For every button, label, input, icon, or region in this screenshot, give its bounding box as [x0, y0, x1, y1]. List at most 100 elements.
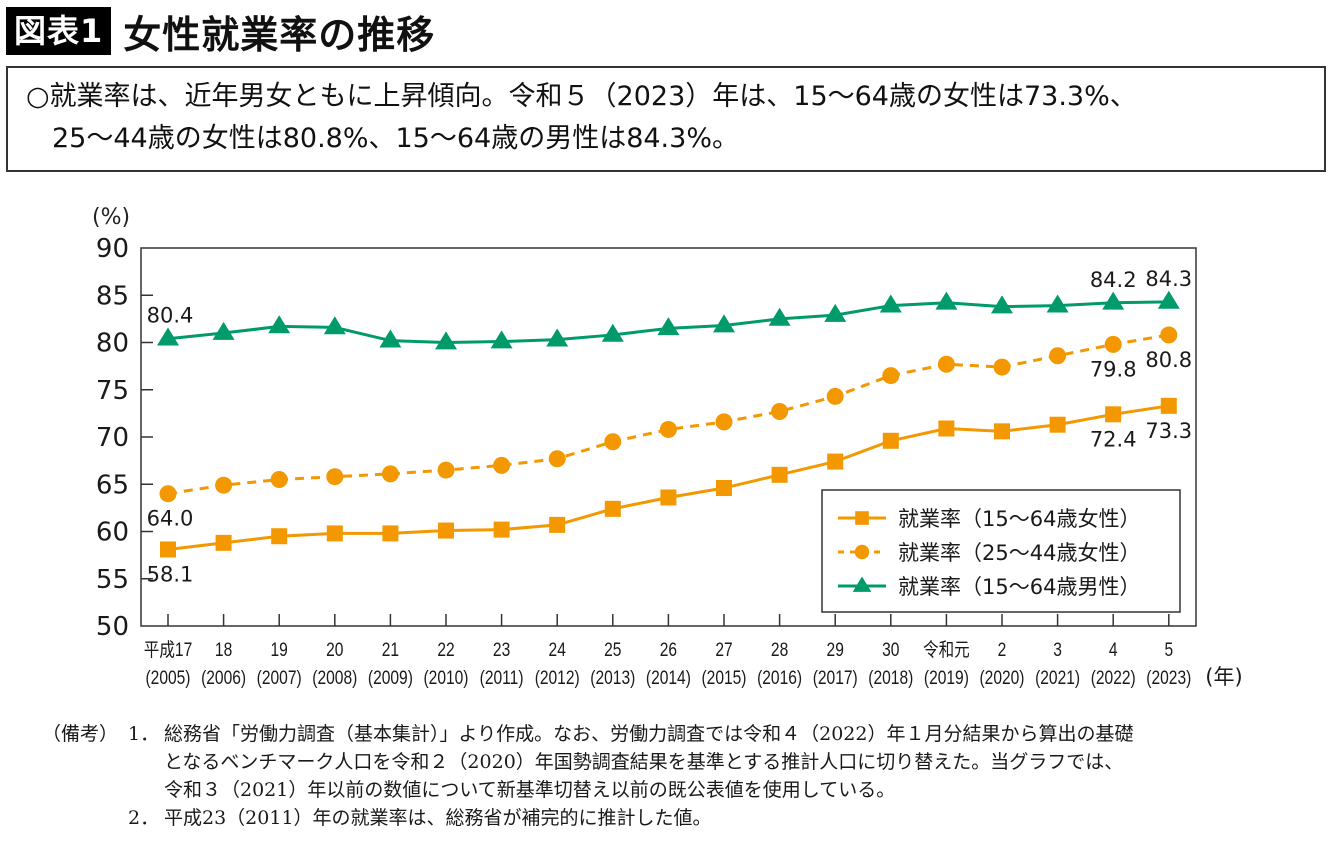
x-tick-label-year: (2006): [201, 667, 246, 689]
x-tick-label-era: 3: [1053, 639, 1062, 661]
x-tick-label-year: (2014): [646, 667, 691, 689]
figure-header: 図表1 女性就業率の推移: [6, 6, 436, 57]
x-tick-label-year: (2010): [423, 667, 468, 689]
note-1-line-2: となるベンチマーク人口を令和２（2020）年国勢調査結果を基準とする推計人口に切…: [164, 751, 1124, 773]
triangle-marker: [991, 295, 1013, 314]
triangle-marker: [1046, 294, 1069, 313]
triangle-marker: [435, 331, 457, 350]
square-marker: [604, 500, 621, 517]
x-tick-label-era: 23: [493, 639, 510, 661]
circle-marker: [1160, 326, 1178, 344]
triangle-marker: [212, 321, 235, 340]
summary-box: ○就業率は、近年男女ともに上昇傾向。令和５（2023）年は、15〜64歳の女性は…: [6, 66, 1326, 172]
data-label: 84.2: [1090, 268, 1137, 292]
legend-label: 就業率（15〜64歳男性）: [898, 575, 1140, 599]
legend: 就業率（15〜64歳女性） 就業率（25〜44歳女性） 就業率（15〜64歳男性）: [821, 489, 1181, 613]
x-tick-label-era: 28: [771, 639, 788, 661]
triangle-marker: [935, 291, 958, 310]
legend-box: [821, 489, 1181, 613]
data-label: 58.1: [147, 562, 194, 586]
circle-marker: [548, 450, 566, 468]
x-tick-label-era: 19: [271, 639, 288, 661]
square-marker: [549, 516, 566, 533]
series-line: [167, 333, 1170, 496]
circle-marker: [854, 544, 870, 560]
circle-marker: [326, 468, 344, 486]
triangle-marker: [852, 576, 872, 592]
legend-label: 就業率（15〜64歳女性）: [898, 507, 1140, 531]
triangle-marker: [1157, 290, 1180, 309]
x-tick-label-era: 29: [827, 639, 844, 661]
square-marker: [1049, 416, 1066, 433]
x-tick-label-era: 平成17: [144, 639, 192, 661]
square-marker: [271, 528, 288, 545]
square-marker: [660, 489, 677, 506]
data-label: 64.0: [147, 507, 194, 531]
x-tick-label-era: 5: [1164, 639, 1173, 661]
note-1-line-3: 令和３（2021）年以前の数値について新基準切替え以前の既公表値を使用している。: [164, 779, 896, 801]
x-tick-label-year: (2020): [979, 667, 1024, 689]
triangle-marker: [490, 330, 513, 349]
x-tick-label-era: 30: [882, 639, 899, 661]
square-marker: [493, 521, 510, 538]
square-marker: [994, 423, 1010, 440]
y-tick-label: 70: [96, 423, 129, 453]
triangle-marker: [323, 316, 346, 335]
figure-label: 図表1: [6, 7, 112, 55]
square-marker: [1105, 406, 1122, 423]
square-marker: [438, 522, 454, 539]
triangle-marker: [379, 329, 402, 348]
note-1-number: 1．: [128, 723, 160, 745]
x-tick-label-year: (2021): [1035, 667, 1080, 689]
y-tick-label: 75: [96, 376, 129, 406]
x-tick-label-year: (2007): [257, 667, 302, 689]
circle-marker: [715, 413, 733, 431]
note-2-number: 2．: [128, 807, 160, 829]
circle-marker: [604, 433, 622, 451]
axes: 50 55 60 65 70 75 80 85 90 平成17 (2005) 18 (2006) 19 (2…: [96, 234, 1243, 689]
circle-marker: [215, 476, 233, 494]
triangle-marker: [157, 327, 179, 346]
x-tick-label-year: (2005): [145, 667, 190, 689]
square-marker: [771, 466, 788, 483]
series-0: [160, 397, 1177, 558]
x-tick-label-year: (2016): [757, 667, 802, 689]
series-layer: [157, 290, 1180, 558]
triangle-marker: [268, 315, 291, 334]
summary-line-2: 25〜44歳の女性は80.8%、15〜64歳の男性は84.3%。: [52, 123, 739, 154]
data-label: 80.4: [147, 304, 194, 328]
data-label: 84.3: [1145, 267, 1192, 291]
circle-marker: [659, 420, 677, 438]
circle-marker: [937, 355, 955, 373]
notes-heading: （備考）: [42, 723, 119, 745]
square-marker: [827, 453, 844, 470]
x-tick-label-era: 20: [326, 639, 343, 661]
summary-line-1: ○就業率は、近年男女ともに上昇傾向。令和５（2023）年は、15〜64歳の女性は…: [26, 81, 1137, 112]
x-tick-label-year: (2022): [1091, 667, 1136, 689]
circle-marker: [381, 465, 399, 483]
x-tick-label-era: 令和元: [923, 639, 970, 661]
data-labels: 58.1 72.4 73.3 64.0 79.8 80.8 80.4 84.2 84.3: [147, 267, 1193, 587]
triangle-marker: [824, 303, 847, 322]
square-marker: [882, 432, 899, 449]
notes: （備考） 1． 総務省「労働力調査（基本集計）」より作成。なお、労働力調査では令…: [42, 720, 1133, 832]
x-tick-label-year: (2015): [701, 667, 746, 689]
square-marker: [382, 525, 399, 542]
square-marker: [160, 541, 176, 558]
y-tick-label: 65: [96, 470, 129, 500]
y-tick-label: 55: [96, 565, 129, 595]
x-axis-unit-label: (年): [1205, 665, 1242, 689]
legend-label: 就業率（25〜44歳女性）: [898, 541, 1140, 565]
data-label: 79.8: [1090, 357, 1137, 381]
figure-title: 女性就業率の推移: [123, 12, 436, 57]
x-tick-label-era: 27: [715, 639, 732, 661]
y-axis-unit-label: (%): [92, 205, 130, 230]
y-tick-label: 80: [96, 329, 129, 359]
series-1: [159, 326, 1178, 503]
circle-marker: [493, 456, 511, 474]
triangle-marker: [713, 314, 735, 333]
circle-marker: [882, 367, 900, 385]
x-tick-label-era: 18: [215, 639, 232, 661]
x-tick-label-year: (2019): [924, 667, 969, 689]
circle-marker: [1049, 347, 1067, 365]
